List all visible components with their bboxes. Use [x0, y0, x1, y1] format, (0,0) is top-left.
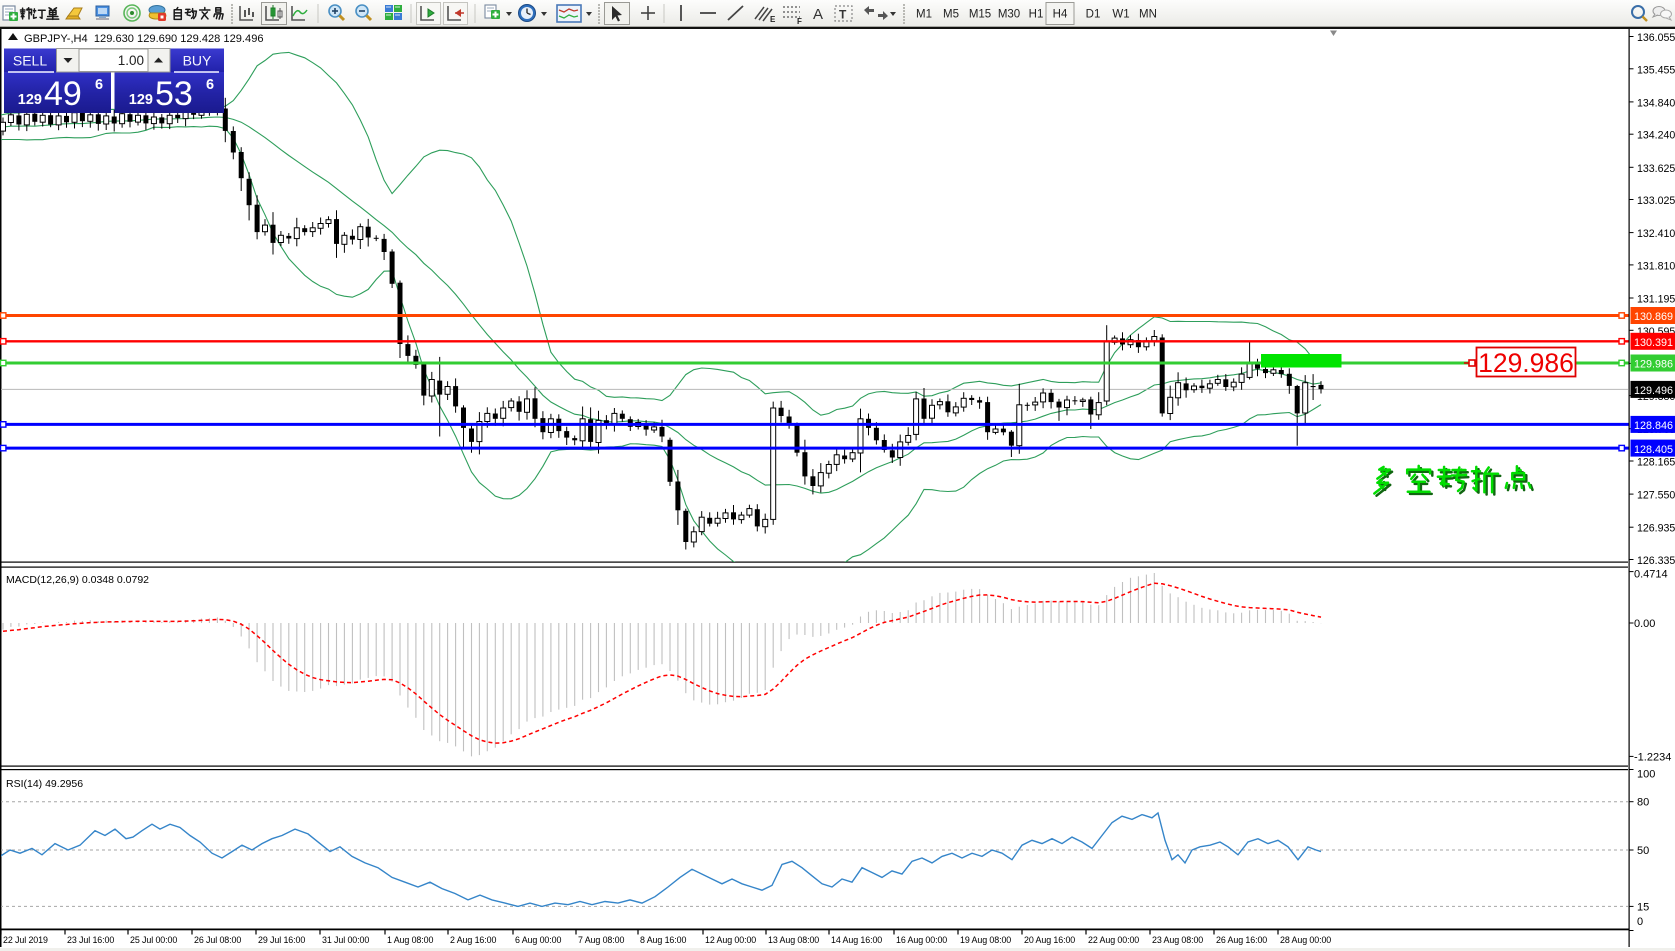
svg-text:E: E — [770, 15, 776, 24]
svg-text:2 Aug 16:00: 2 Aug 16:00 — [450, 935, 496, 945]
svg-text:129.986: 129.986 — [1634, 359, 1673, 371]
svg-text:RSI(14) 49.2956: RSI(14) 49.2956 — [6, 778, 83, 790]
svg-text:15: 15 — [1637, 901, 1649, 913]
svg-text:50: 50 — [1637, 845, 1649, 857]
svg-text:14 Aug 16:00: 14 Aug 16:00 — [831, 935, 882, 945]
svg-text:129.986: 129.986 — [1478, 348, 1574, 378]
svg-text:25 Jul 00:00: 25 Jul 00:00 — [130, 935, 177, 945]
svg-text:MACD(12,26,9) 0.0348 0.0792: MACD(12,26,9) 0.0348 0.0792 — [6, 574, 149, 586]
svg-text:A: A — [813, 6, 823, 23]
svg-text:0.4714: 0.4714 — [1634, 569, 1668, 581]
svg-text:128.405: 128.405 — [1634, 444, 1673, 456]
svg-text:6: 6 — [95, 77, 103, 93]
svg-text:31 Jul 00:00: 31 Jul 00:00 — [322, 935, 369, 945]
svg-text:26 Jul 08:00: 26 Jul 08:00 — [194, 935, 241, 945]
svg-text:22 Jul 2019: 22 Jul 2019 — [3, 935, 48, 945]
svg-text:SELL: SELL — [13, 53, 47, 69]
svg-text:80: 80 — [1637, 797, 1649, 809]
svg-text:22 Aug 00:00: 22 Aug 00:00 — [1088, 935, 1139, 945]
svg-text:MN: MN — [1139, 9, 1157, 21]
svg-text:BUY: BUY — [183, 53, 212, 69]
svg-text:H1: H1 — [1029, 9, 1044, 21]
svg-text:127.550: 127.550 — [1637, 490, 1675, 502]
svg-text:23 Jul 16:00: 23 Jul 16:00 — [67, 935, 114, 945]
svg-text:126.935: 126.935 — [1637, 523, 1675, 535]
svg-text:100: 100 — [1637, 769, 1655, 781]
svg-text:135.455: 135.455 — [1637, 64, 1675, 76]
svg-text:23 Aug 08:00: 23 Aug 08:00 — [1152, 935, 1203, 945]
svg-text:D1: D1 — [1086, 9, 1101, 21]
svg-text:M30: M30 — [998, 9, 1020, 21]
svg-text:26 Aug 16:00: 26 Aug 16:00 — [1216, 935, 1267, 945]
svg-text:28 Aug 00:00: 28 Aug 00:00 — [1280, 935, 1331, 945]
svg-text:W1: W1 — [1112, 9, 1129, 21]
svg-text:H4: H4 — [1053, 9, 1068, 21]
svg-text:131.195: 131.195 — [1637, 294, 1675, 306]
svg-text:128.165: 128.165 — [1637, 457, 1675, 469]
svg-text:129: 129 — [129, 92, 153, 108]
svg-text:134.840: 134.840 — [1637, 97, 1675, 109]
svg-text:1 Aug 08:00: 1 Aug 08:00 — [387, 935, 433, 945]
svg-text:130.391: 130.391 — [1634, 337, 1673, 349]
svg-text:6 Aug 00:00: 6 Aug 00:00 — [515, 935, 561, 945]
svg-text:F: F — [797, 17, 802, 26]
svg-text:12 Aug 00:00: 12 Aug 00:00 — [705, 935, 756, 945]
svg-text:129: 129 — [18, 92, 42, 108]
svg-text:133.625: 133.625 — [1637, 163, 1675, 175]
svg-text:130.869: 130.869 — [1634, 311, 1673, 323]
svg-text:-1.2234: -1.2234 — [1634, 751, 1671, 763]
svg-text:134.240: 134.240 — [1637, 130, 1675, 142]
svg-text:8 Aug 16:00: 8 Aug 16:00 — [640, 935, 686, 945]
svg-text:132.410: 132.410 — [1637, 228, 1675, 240]
svg-text:19 Aug 08:00: 19 Aug 08:00 — [960, 935, 1011, 945]
svg-text:7 Aug 08:00: 7 Aug 08:00 — [578, 935, 624, 945]
svg-text:136.055: 136.055 — [1637, 32, 1675, 44]
svg-text:0: 0 — [1637, 916, 1643, 928]
svg-text:133.025: 133.025 — [1637, 195, 1675, 207]
svg-text:M15: M15 — [969, 9, 991, 21]
svg-text:M1: M1 — [916, 9, 932, 21]
svg-text:1.00: 1.00 — [118, 53, 144, 68]
svg-text:49: 49 — [44, 75, 82, 113]
svg-text:53: 53 — [155, 75, 193, 113]
svg-text:131.810: 131.810 — [1637, 260, 1675, 272]
svg-text:128.846: 128.846 — [1634, 420, 1673, 432]
svg-text:20 Aug 16:00: 20 Aug 16:00 — [1024, 935, 1075, 945]
svg-text:M5: M5 — [943, 9, 959, 21]
svg-text:13 Aug 08:00: 13 Aug 08:00 — [768, 935, 819, 945]
svg-text:129.496: 129.496 — [1634, 385, 1673, 397]
svg-text:29 Jul 16:00: 29 Jul 16:00 — [258, 935, 305, 945]
svg-text:GBPJPY-,H4 129.630 129.690 12: GBPJPY-,H4 129.630 129.690 129.428 129.4… — [24, 33, 264, 45]
svg-text:6: 6 — [206, 77, 214, 93]
svg-text:T: T — [839, 8, 847, 22]
svg-text:0.00: 0.00 — [1634, 618, 1655, 630]
svg-text:126.335: 126.335 — [1637, 555, 1675, 567]
svg-text:16 Aug 00:00: 16 Aug 00:00 — [896, 935, 947, 945]
